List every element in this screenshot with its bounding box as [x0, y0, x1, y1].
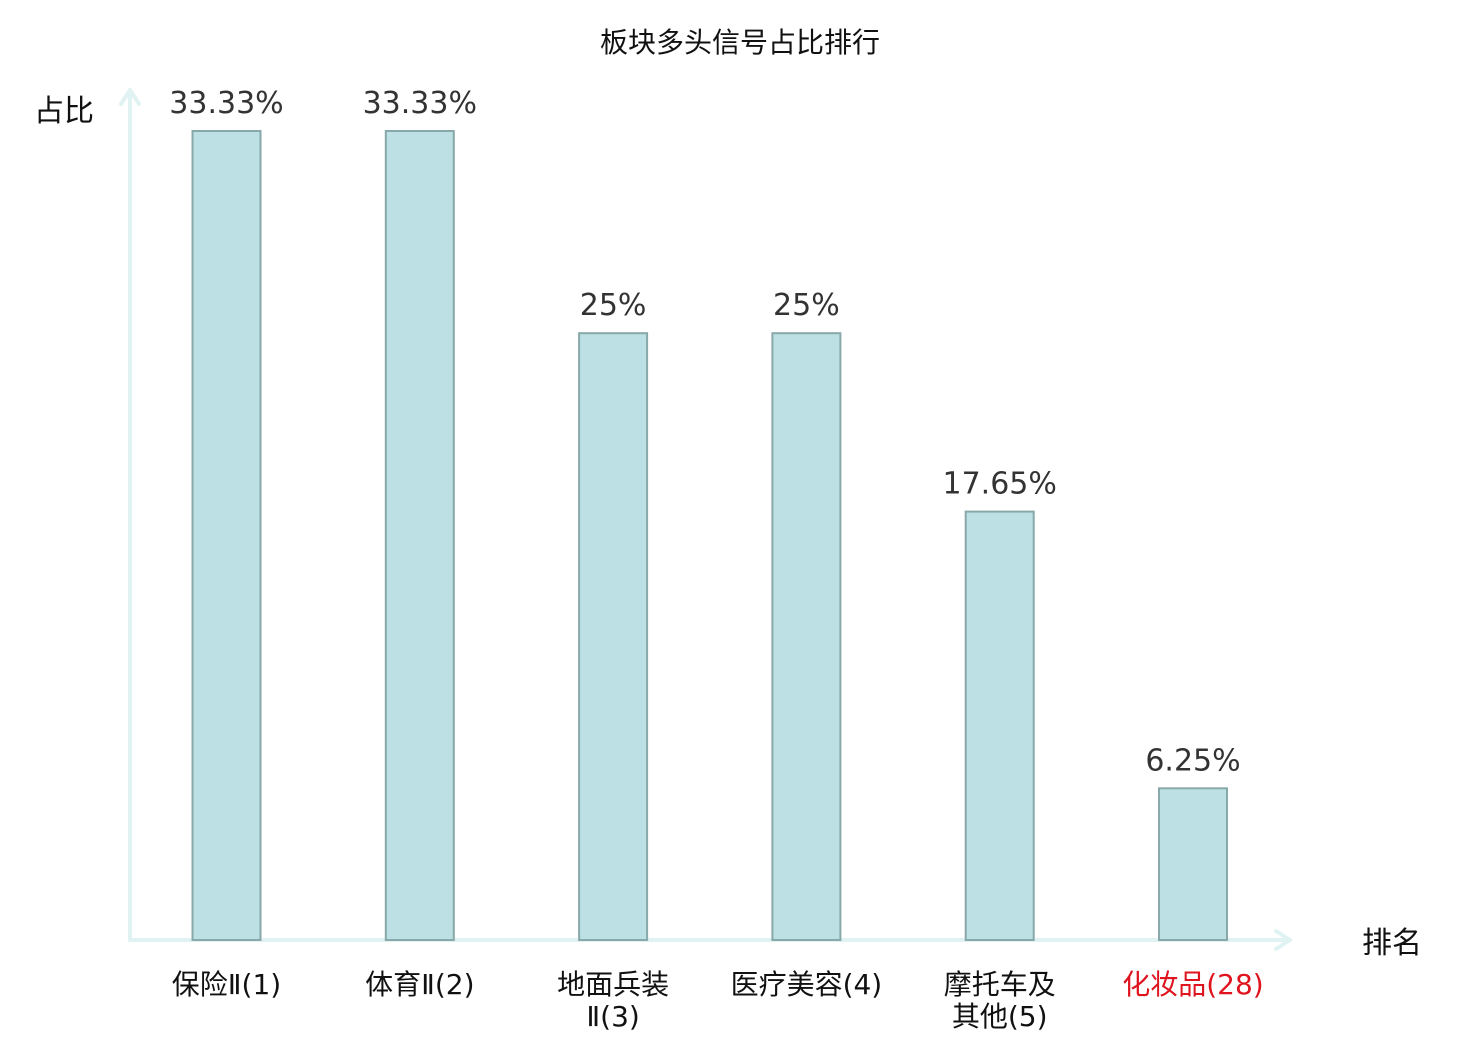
category-label-3: 医疗美容(4)	[731, 968, 883, 1001]
category-label-0: 保险Ⅱ(1)	[172, 968, 281, 1001]
bar-0	[191, 130, 262, 941]
value-label-1: 33.33%	[363, 86, 477, 121]
bar-2	[578, 332, 649, 941]
category-label-2-line-1: Ⅱ(3)	[586, 1000, 639, 1033]
value-label-0: 33.33%	[169, 86, 283, 121]
chart-title: 板块多头信号占比排行	[600, 26, 880, 59]
bar-1	[384, 130, 455, 941]
y-axis-arrow	[119, 88, 141, 106]
bar-3	[771, 332, 842, 941]
bar-5	[1158, 787, 1228, 941]
axes	[119, 88, 1292, 951]
y-axis-label: 占比	[34, 94, 94, 129]
category-label-2-line-0: 地面兵装	[557, 968, 669, 1001]
x-axis-arrow	[1274, 929, 1292, 951]
category-label-4-line-1: 其他(5)	[952, 1000, 1048, 1033]
bar-4	[964, 510, 1035, 941]
value-label-3: 25%	[773, 288, 840, 323]
category-label-1: 体育Ⅱ(2)	[365, 968, 474, 1001]
value-label-2: 25%	[580, 288, 647, 323]
value-label-5: 6.25%	[1145, 743, 1240, 778]
category-label-4-line-0: 摩托车及	[944, 968, 1056, 1001]
value-label-4: 17.65%	[943, 467, 1057, 502]
bars-group	[191, 130, 1228, 941]
category-label-5: 化妆品(28)	[1122, 968, 1263, 1001]
value-labels-group: 33.33% 33.33% 25% 25% 17.65% 6.25%	[169, 86, 1240, 778]
x-axis-label: 排名	[1362, 926, 1422, 961]
